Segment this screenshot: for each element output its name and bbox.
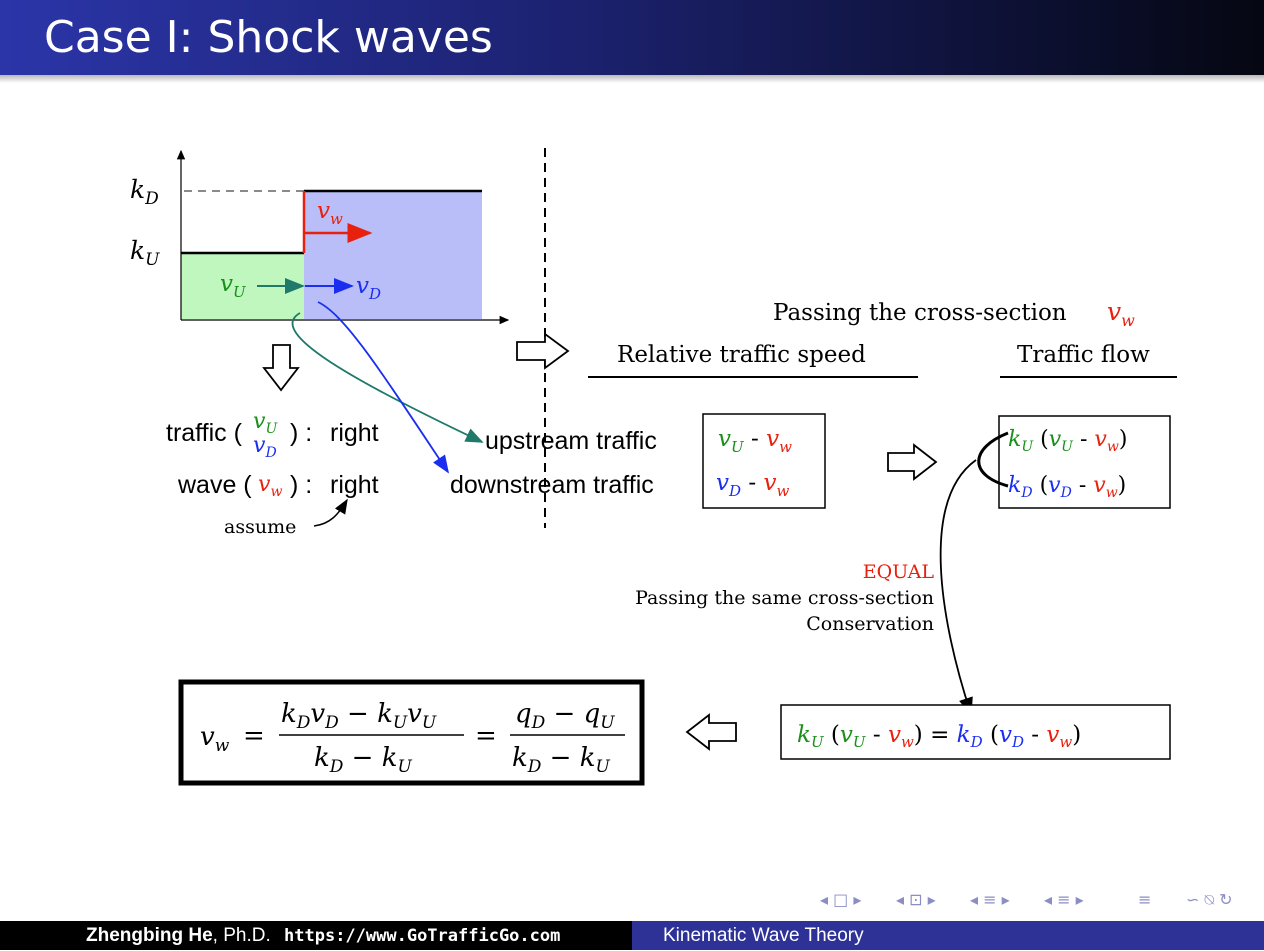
formula-eq-1: = (243, 721, 265, 751)
vD-plot-label: vD (356, 273, 381, 303)
upstream-connector (291, 312, 484, 443)
kD-axis-label: kD (130, 175, 159, 209)
flow-bracket (977, 431, 1009, 488)
downstream-region (304, 191, 482, 319)
search-back-forward-icon[interactable]: ∽ ⍉ ↻ (1186, 890, 1233, 909)
conservation-label: Conservation (806, 613, 934, 635)
flow-downstream-expr: kD (vD - vw) (1008, 473, 1126, 501)
kU-axis-label: kU (130, 236, 160, 270)
section-nav-icon[interactable]: ◂ ≡ ▸ (970, 890, 1010, 909)
formula-den-2: kD − kU (512, 743, 611, 777)
equality-box (780, 704, 1171, 760)
vw-plot-label: vw (317, 198, 343, 228)
equal-label: EQUAL (863, 561, 935, 583)
conservation-arrow (939, 459, 977, 716)
density-plot: kD kU vw vU vD (130, 149, 510, 325)
traffic-flow-header: Traffic flow (1017, 342, 1150, 368)
passing-same-label: Passing the same cross-section (635, 587, 934, 609)
formula-eq-2: = (475, 721, 497, 751)
footer-topic: Kinematic Wave Theory (663, 925, 864, 946)
wave-label: wave ( (177, 471, 252, 499)
assume-arrow (313, 498, 348, 527)
vU-minus-vw: vU - vw (718, 426, 792, 456)
formula-box (178, 679, 645, 786)
document-nav-icon[interactable]: ◂ ≡ ▸ (1044, 890, 1084, 909)
down-hollow-arrow (262, 344, 300, 392)
footer-author: Zhengbing He (86, 925, 213, 946)
formula-num-1: kDvD − kUvU (281, 699, 437, 733)
shock-speed-formula: vw = kDvD − kUvU kD − kU = qD − qU kD − … (200, 699, 625, 777)
title-shadow (0, 75, 1264, 83)
vD-minus-vw: vD - vw (716, 470, 789, 500)
footer-author-panel: Zhengbing He, Ph.D. https://www.GoTraffi… (0, 921, 632, 950)
assume-note: assume (224, 516, 296, 538)
left-hollow-arrow (685, 713, 737, 751)
upstream-label: upstream traffic (485, 427, 657, 455)
traffic-label: traffic ( (166, 419, 243, 447)
downstream-connector (317, 301, 449, 474)
appendix-nav-icon[interactable]: ≡ (1138, 890, 1152, 909)
passing-header: Passing the cross-section (773, 300, 1067, 326)
traffic-direction: right (330, 419, 379, 447)
footer-degree: , Ph.D. (212, 925, 271, 946)
footer: Zhengbing He, Ph.D. https://www.GoTraffi… (0, 921, 1264, 950)
frame-nav-icon[interactable]: ◂ □ ▸ (820, 890, 862, 909)
subsection-nav-icon[interactable]: ◂ ⊡ ▸ (896, 890, 936, 909)
right-hollow-arrow-1 (516, 332, 570, 370)
wave-close: ) : (290, 471, 312, 499)
formula-lhs: vw (200, 722, 230, 756)
wave-vw: vw (258, 472, 282, 500)
right-hollow-arrow-2 (887, 443, 938, 481)
title-bar: Case I: Shock waves (0, 0, 1264, 75)
downstream-label: downstream traffic (450, 471, 654, 499)
flow-upstream-expr: kU (vU - vw) (1008, 427, 1127, 455)
traffic-vD: vD (253, 433, 277, 461)
slide-title: Case I: Shock waves (44, 12, 493, 63)
assumption-block: traffic ( vU vD ) : right wave ( vw ) : … (166, 409, 379, 538)
relative-speed-header: Relative traffic speed (617, 342, 866, 368)
traffic-close: ) : (290, 419, 312, 447)
formula-num-2: qD − qU (515, 699, 615, 733)
traffic-flow-box (998, 415, 1171, 509)
equality-expr: kU (vU - vw) = kD (vD - vw) (797, 722, 1081, 751)
footer-topic-panel: Kinematic Wave Theory (632, 921, 1264, 950)
vU-plot-label: vU (220, 271, 247, 301)
navigation-bar: ◂ □ ▸ ◂ ⊡ ▸ ◂ ≡ ▸ ◂ ≡ ▸ ≡ ∽ ⍉ ↻ (820, 890, 1260, 914)
footer-url[interactable]: https://www.GoTrafficGo.com (284, 926, 561, 946)
wave-direction: right (330, 471, 379, 499)
formula-den-1: kD − kU (314, 743, 413, 777)
relative-speed-box (702, 413, 826, 509)
traffic-vU: vU (253, 409, 278, 437)
passing-vw: vw (1107, 297, 1135, 330)
